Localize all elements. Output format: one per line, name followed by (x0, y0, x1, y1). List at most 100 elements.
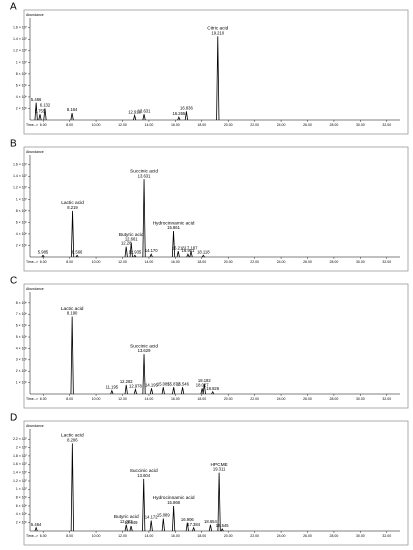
peak-name-label: Hydrocinnamic acid (153, 220, 195, 226)
peak (142, 478, 146, 532)
x-tick-label: 10.00 (92, 397, 101, 401)
peak-time-label: 12.282 (120, 379, 133, 384)
peak-name-label: Lactic acid (61, 306, 84, 312)
y-tick-label: 6 × 10⁶ (16, 504, 28, 508)
peak-time-label: 16.218 (172, 245, 185, 250)
peak (202, 383, 206, 395)
peak-time-label: 12.283 (120, 519, 133, 524)
peak (149, 253, 153, 258)
x-tick-label: 14.00 (145, 260, 154, 264)
y-tick-label: 2 × 10⁶ (16, 243, 28, 247)
y-tick-label: 1.2 × 10⁷ (13, 49, 28, 53)
peak-time-label: 16.836 (180, 105, 193, 110)
x-tick-label: 24.00 (277, 260, 286, 264)
y-tick-label: 1.4 × 10⁷ (13, 174, 28, 178)
x-tick-label: 30.00 (356, 123, 365, 127)
peak (70, 113, 74, 121)
x-tick-label: 10.00 (92, 123, 101, 127)
x-tick-label: 10.00 (92, 260, 101, 264)
x-tick-label: 22.00 (250, 397, 259, 401)
x-tick-label: 22.00 (250, 260, 259, 264)
peak-time-label: 8.190 (67, 311, 78, 316)
peak (34, 526, 38, 532)
peak-time-label: 14.172 (145, 515, 158, 520)
x-axis-title: Time--> (26, 534, 38, 538)
peak (176, 251, 180, 258)
peak (186, 253, 190, 258)
peak-name-label: HPCME (210, 462, 227, 468)
x-tick-label: 28.00 (330, 534, 339, 538)
peak (124, 524, 128, 532)
peak-time-label: 18.192 (198, 378, 211, 383)
peak-time-label: 8.566 (72, 249, 83, 254)
x-tick-label: 20.00 (224, 123, 233, 127)
x-tick-label: 8.00 (66, 123, 73, 127)
x-tick-label: 16.00 (171, 534, 180, 538)
y-tick-label: 1.4 × 10⁷ (13, 37, 28, 41)
x-tick-label: 30.00 (356, 260, 365, 264)
peak-time-label: 18.118 (197, 249, 210, 254)
y-tick-label: 1.4 × 10⁷ (13, 471, 28, 475)
x-tick-label: 32.00 (382, 534, 391, 538)
peak (142, 179, 146, 258)
y-tick-label: 1.6 × 10⁷ (13, 462, 28, 466)
y-tick-label: 1.6 × 10⁷ (13, 26, 28, 30)
y-tick-label: 4 × 10⁶ (16, 232, 28, 236)
x-tick-label: 12.00 (118, 260, 127, 264)
y-tick-label: 2.2 × 10⁷ (13, 437, 28, 441)
peak (149, 388, 154, 395)
peak (133, 113, 137, 121)
y-tick-label: 1.8 × 10⁷ (13, 454, 28, 458)
y-tick-label: 6 × 10⁶ (16, 324, 28, 328)
y-tick-label: 4 × 10⁶ (16, 346, 28, 350)
y-tick-label: 4 × 10⁶ (16, 95, 28, 99)
peak (70, 443, 74, 532)
peak-time-label: 19.545 (216, 523, 229, 528)
x-tick-label: 18.00 (197, 123, 206, 127)
peak-time-label: 5.464 (31, 522, 42, 527)
x-tick-label: 28.00 (330, 260, 339, 264)
x-tick-label: 28.00 (330, 397, 339, 401)
peak (70, 210, 75, 258)
peak-time-label: 6.132 (40, 103, 51, 108)
peak (172, 387, 176, 395)
y-tick-label: 2 × 10⁶ (16, 521, 28, 525)
peak-name-label: Citric acid (207, 26, 228, 32)
peak-name-label: Lactic acid (61, 200, 84, 206)
peak (172, 505, 176, 532)
x-tick-label: 20.00 (224, 397, 233, 401)
y-tick-label: 1.2 × 10⁷ (13, 479, 28, 483)
y-tick-label: 2 × 10⁶ (16, 369, 28, 373)
x-tick-label: 20.00 (224, 260, 233, 264)
x-axis-title: Time--> (26, 397, 38, 401)
peak (161, 518, 165, 532)
x-tick-label: 22.00 (250, 123, 259, 127)
panel-label: B (10, 139, 17, 150)
peak-time-label: 5.755 (35, 108, 46, 113)
peak-name-label: Butyric acid (119, 232, 144, 238)
peak-time-label: 18.654 (204, 519, 217, 524)
x-tick-label: 24.00 (277, 397, 286, 401)
peak (38, 114, 42, 121)
peak (149, 520, 153, 532)
peak-time-label: 12.661 (125, 237, 138, 242)
peak (200, 388, 204, 395)
x-tick-label: 12.00 (118, 534, 127, 538)
x-tick-label: 10.00 (92, 534, 101, 538)
peak-name-label: Hydrocinnamic acid (153, 495, 195, 501)
x-tick-label: 18.00 (197, 534, 206, 538)
panel-label: D (10, 413, 17, 424)
panel-label: C (10, 276, 17, 287)
x-tick-label: 26.00 (303, 123, 312, 127)
x-tick-label: 32.00 (382, 397, 391, 401)
x-tick-label: 32.00 (382, 123, 391, 127)
x-tick-label: 6.00 (40, 260, 47, 264)
peak-name-label: Succinic acid (130, 168, 158, 174)
peak (161, 387, 165, 395)
y-tick-label: 1 × 10⁷ (16, 487, 28, 491)
x-tick-label: 18.00 (197, 260, 206, 264)
x-tick-label: 26.00 (303, 397, 312, 401)
peak-time-label: 16.906 (181, 517, 194, 522)
peak-time-label: 13.629 (138, 348, 151, 353)
